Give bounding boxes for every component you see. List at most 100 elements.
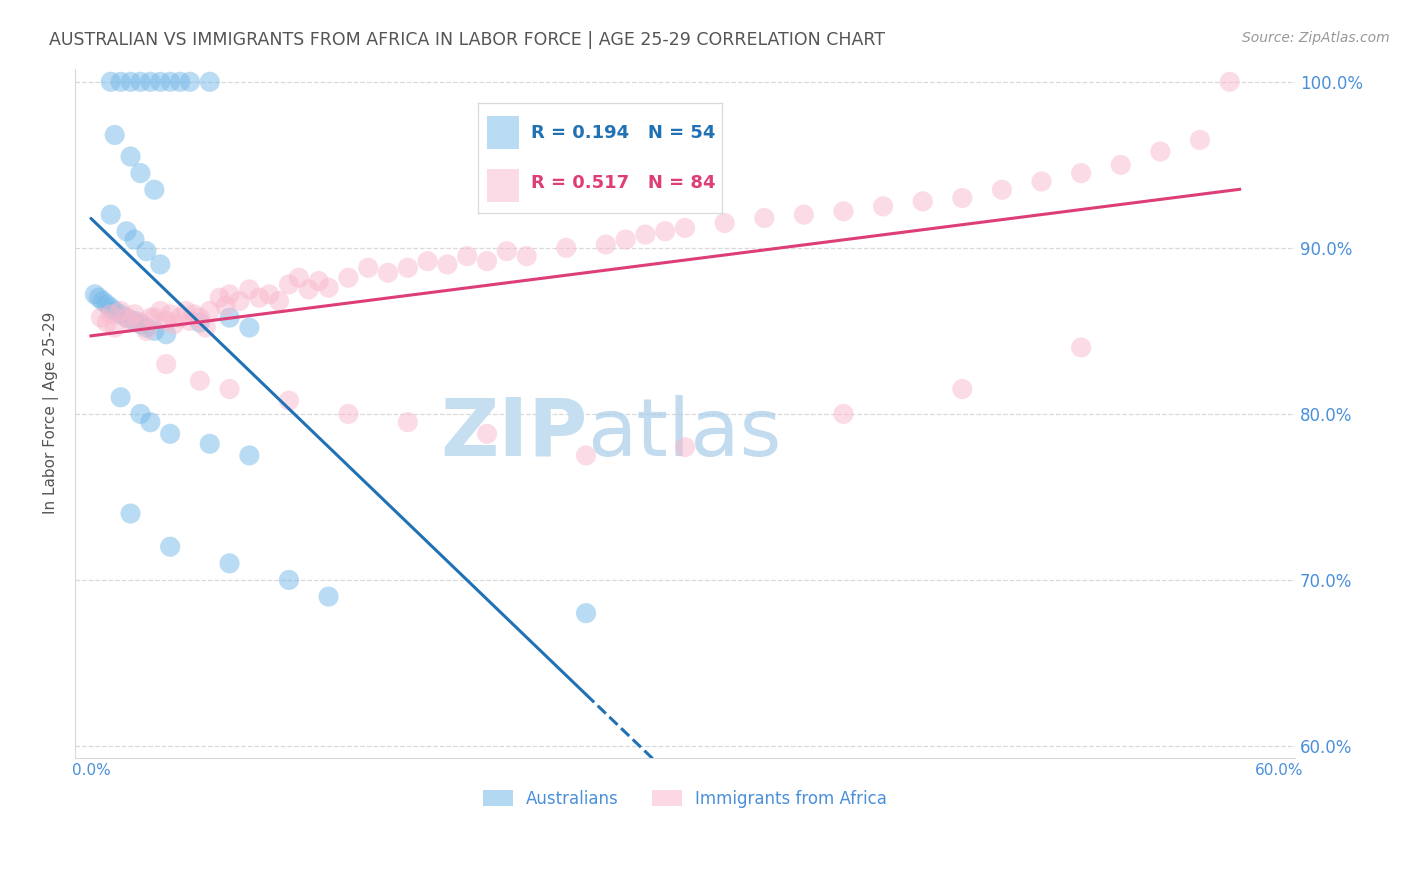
Point <box>100 307 122 321</box>
Point <box>124 233 146 247</box>
Point <box>183 307 205 321</box>
Point <box>1188 133 1211 147</box>
Point <box>198 75 221 89</box>
Point <box>129 316 152 330</box>
Point <box>143 324 166 338</box>
Point <box>337 270 360 285</box>
Point <box>149 75 172 89</box>
Point <box>139 415 162 429</box>
Point <box>179 314 201 328</box>
Y-axis label: In Labor Force | Age 25-29: In Labor Force | Age 25-29 <box>44 312 59 515</box>
Point <box>1070 166 1092 180</box>
Point <box>278 573 301 587</box>
Point <box>169 75 191 89</box>
Point <box>396 415 419 429</box>
Point <box>135 244 157 259</box>
Point <box>357 260 380 275</box>
Point <box>238 320 260 334</box>
Text: ZIP: ZIP <box>440 395 588 473</box>
Point <box>83 287 105 301</box>
Point <box>257 287 280 301</box>
Point <box>208 291 231 305</box>
Point <box>555 241 578 255</box>
Point <box>120 507 142 521</box>
Point <box>218 382 240 396</box>
Point <box>96 316 118 330</box>
Point <box>278 393 301 408</box>
Point <box>436 257 458 271</box>
Point <box>673 440 696 454</box>
Point <box>159 426 181 441</box>
Point <box>214 299 236 313</box>
Point <box>135 324 157 338</box>
Point <box>100 75 122 89</box>
Point <box>911 194 934 209</box>
Point <box>143 183 166 197</box>
Text: AUSTRALIAN VS IMMIGRANTS FROM AFRICA IN LABOR FORCE | AGE 25-29 CORRELATION CHAR: AUSTRALIAN VS IMMIGRANTS FROM AFRICA IN … <box>49 31 886 49</box>
Point <box>124 307 146 321</box>
Point <box>129 407 152 421</box>
Text: Source: ZipAtlas.com: Source: ZipAtlas.com <box>1241 31 1389 45</box>
Point <box>218 557 240 571</box>
Point <box>120 149 142 163</box>
Point <box>832 204 855 219</box>
Point <box>475 254 498 268</box>
Point <box>614 233 637 247</box>
Point <box>218 310 240 325</box>
Point <box>139 75 162 89</box>
Point <box>143 310 166 325</box>
Point <box>238 282 260 296</box>
Point <box>188 374 211 388</box>
Point <box>159 540 181 554</box>
Point <box>104 304 127 318</box>
Point <box>950 191 973 205</box>
Point <box>149 257 172 271</box>
Point <box>159 75 181 89</box>
Point <box>475 426 498 441</box>
Point <box>110 390 132 404</box>
Point <box>456 249 478 263</box>
Point <box>120 314 142 328</box>
Text: atlas: atlas <box>588 395 782 473</box>
Point <box>149 304 172 318</box>
Point <box>595 237 617 252</box>
Legend: Australians, Immigrants from Africa: Australians, Immigrants from Africa <box>477 783 894 814</box>
Point <box>318 590 340 604</box>
Point <box>104 320 127 334</box>
Point <box>288 270 311 285</box>
Point <box>120 75 142 89</box>
Point <box>1109 158 1132 172</box>
Point <box>278 277 301 292</box>
Point <box>129 166 152 180</box>
Point <box>1070 341 1092 355</box>
Point <box>1149 145 1171 159</box>
Point <box>194 320 217 334</box>
Point <box>129 75 152 89</box>
Point <box>188 310 211 325</box>
Point <box>179 75 201 89</box>
Point <box>115 310 138 325</box>
Point <box>228 293 250 308</box>
Point <box>163 318 186 332</box>
Point <box>100 208 122 222</box>
Point <box>495 244 517 259</box>
Point <box>155 357 177 371</box>
Point <box>188 316 211 330</box>
Point <box>110 304 132 318</box>
Point <box>872 199 894 213</box>
Point <box>1219 75 1241 89</box>
Point <box>1031 174 1053 188</box>
Point <box>516 249 538 263</box>
Point <box>91 293 114 308</box>
Point <box>155 314 177 328</box>
Point <box>634 227 657 242</box>
Point <box>100 301 122 315</box>
Point <box>124 314 146 328</box>
Point <box>139 310 162 325</box>
Point <box>298 282 321 296</box>
Point <box>135 320 157 334</box>
Point <box>308 274 330 288</box>
Point <box>575 449 598 463</box>
Point <box>673 221 696 235</box>
Point <box>713 216 735 230</box>
